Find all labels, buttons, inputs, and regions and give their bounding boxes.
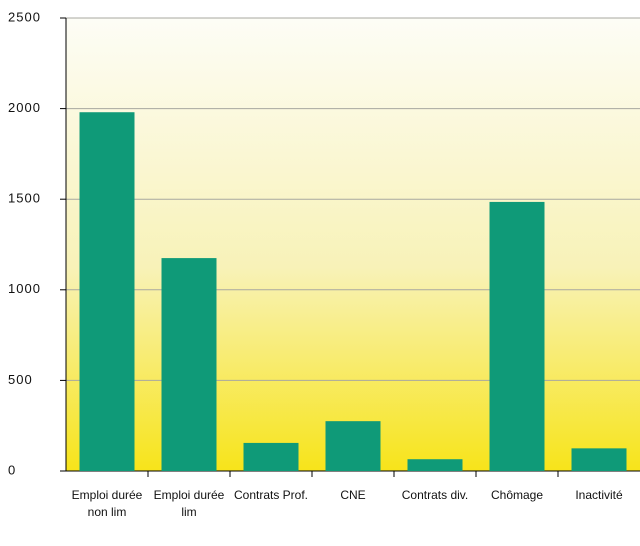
y-tick-label: 1000: [8, 281, 41, 296]
y-tick-label: 2500: [8, 9, 41, 24]
bar: [161, 258, 217, 471]
bar: [243, 442, 299, 471]
x-tick-label: CNE: [340, 488, 366, 502]
bar: [407, 459, 463, 471]
y-tick-label: 0: [8, 462, 16, 477]
x-tick-label: Chômage: [490, 488, 544, 502]
x-tick-label: Contrats div.: [401, 488, 469, 502]
x-tick-label: Contrats Prof.: [233, 488, 309, 502]
bar: [489, 201, 545, 471]
plot-background: [66, 18, 640, 471]
y-tick-label: 1500: [8, 191, 41, 206]
x-tick-label: Emploi durée lim: [153, 488, 225, 519]
x-tick-label: Inactivité: [575, 488, 623, 502]
bar: [79, 112, 135, 471]
bar: [571, 448, 627, 471]
y-tick-label: 500: [8, 372, 33, 387]
y-tick-label: 2000: [8, 100, 41, 115]
x-tick-label: Emploi durée non lim: [71, 488, 143, 519]
bar: [325, 421, 381, 471]
